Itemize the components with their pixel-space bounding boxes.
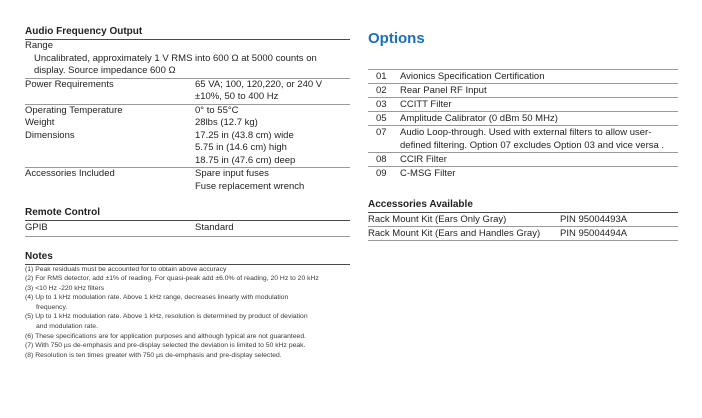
- option-text: CCITT Filter: [400, 99, 452, 110]
- options-heading: Options: [368, 30, 425, 47]
- option-number: 09: [376, 168, 387, 179]
- spec-value: 65 VA; 100, 120,220, or 240 V: [195, 78, 323, 90]
- spec-value: 18.75 in (47.6 cm) deep: [195, 154, 296, 166]
- option-row-07: 07 Audio Loop-through. Used with externa…: [368, 126, 678, 139]
- remote-control-heading: Remote Control: [25, 207, 100, 218]
- option-number: 02: [376, 85, 387, 96]
- note-item: (8) Resolution is ten times greater with…: [25, 351, 282, 359]
- spec-value: 17.25 in (43.8 cm) wide: [195, 129, 294, 141]
- row-rule: [368, 111, 678, 112]
- heading-rule: [368, 212, 678, 213]
- row-rule: [368, 69, 678, 70]
- note-item: (5) Up to 1 kHz modulation rate. Above 1…: [25, 313, 308, 321]
- spec-row-power: Power Requirements 65 VA; 100, 120,220, …: [25, 79, 350, 104]
- note-item: (3) <10 Hz -220 kHz filters: [25, 284, 105, 292]
- spacer: [368, 48, 678, 69]
- option-row-05: 05 Amplitude Calibrator (0 dBm 50 MHz): [368, 112, 678, 125]
- spec-label: Weight: [25, 117, 55, 128]
- spec-row-dimensions: Dimensions 17.25 in (43.8 cm) wide 5.75 …: [25, 130, 350, 168]
- accessory-name: Rack Mount Kit (Ears Only Gray): [368, 214, 507, 225]
- heading-rule: [25, 220, 350, 221]
- spec-label: Power Requirements: [25, 78, 114, 90]
- option-row-08: 08 CCIR Filter: [368, 153, 678, 166]
- specifications-column: Audio Frequency Output Range Uncalibrate…: [25, 26, 350, 360]
- row-rule: [368, 125, 678, 126]
- row-rule: [25, 77, 350, 79]
- spec-value: 28lbs (12.7 kg): [195, 117, 258, 128]
- range-label: Range: [25, 40, 53, 51]
- spec-label: Operating Temperature: [25, 104, 123, 116]
- range-line-1: Uncalibrated, approximately 1 V RMS into…: [34, 52, 317, 64]
- options-column: Options 01 Avionics Specification Certif…: [368, 26, 678, 241]
- option-row-03: 03 CCITT Filter: [368, 98, 678, 111]
- option-number: 05: [376, 113, 387, 124]
- option-text: Amplitude Calibrator (0 dBm 50 MHz): [400, 113, 558, 124]
- row-rule: [368, 83, 678, 84]
- spec-label: GPIB: [25, 222, 48, 233]
- row-rule: [368, 166, 678, 167]
- notes-list: (1) Peak residuals must be accounted for…: [25, 265, 350, 361]
- spec-row-accessories-included: Accessories Included Spare input fuses F…: [25, 168, 350, 193]
- spec-value-block: 65 VA; 100, 120,220, or 240 V ±10%, 50 t…: [195, 79, 350, 104]
- option-text: defined filtering. Option 07 excludes Op…: [400, 140, 665, 151]
- spec-value: ±10%, 50 to 400 Hz: [195, 91, 279, 102]
- audio-frequency-output-heading: Audio Frequency Output: [25, 26, 143, 37]
- note-item: (7) With 750 µs de-emphasis and pre-disp…: [25, 342, 306, 350]
- option-number: 07: [376, 127, 387, 138]
- note-item-continuation: frequency.: [36, 303, 68, 311]
- spec-value-block: 17.25 in (43.8 cm) wide 5.75 in (14.6 cm…: [195, 130, 350, 168]
- accessory-row: Rack Mount Kit (Ears Only Gray) PIN 9500…: [368, 213, 678, 226]
- note-item: (1) Peak residuals must be accounted for…: [25, 265, 227, 273]
- row-rule: [368, 240, 678, 241]
- spec-value: Standard: [195, 222, 234, 233]
- option-row-01: 01 Avionics Specification Certification: [368, 70, 678, 83]
- heading-rule: [25, 39, 350, 40]
- accessory-part-number: PIN 95004494A: [560, 228, 628, 239]
- range-line-2: display. Source impedance 600 Ω: [34, 65, 176, 76]
- option-text: C-MSG Filter: [400, 168, 456, 179]
- spec-value: Fuse replacement wrench: [195, 180, 305, 192]
- note-item: (2) For RMS detector, add ±1% of reading…: [25, 275, 319, 283]
- option-text: CCIR Filter: [400, 154, 447, 165]
- spec-label: Accessories Included: [25, 168, 115, 179]
- row-rule: [25, 167, 350, 168]
- spec-value-block: Spare input fuses Fuse replacement wrenc…: [195, 168, 350, 193]
- accessory-name: Rack Mount Kit (Ears and Handles Gray): [368, 228, 541, 239]
- accessory-part-number: PIN 95004493A: [560, 214, 628, 225]
- option-number: 03: [376, 99, 387, 110]
- row-rule: [25, 235, 350, 237]
- row-rule: [25, 103, 350, 105]
- row-rule: [368, 97, 678, 98]
- accessories-available-heading: Accessories Available: [368, 199, 473, 210]
- row-rule: [368, 152, 678, 153]
- spec-value: 0° to 55°C: [195, 104, 239, 116]
- note-item: (6) These specifications are for applica…: [25, 332, 306, 340]
- option-row-09: 09 C-MSG Filter: [368, 167, 678, 180]
- spec-row-operating-temperature: Operating Temperature 0° to 55°C: [25, 105, 350, 118]
- heading-rule: [25, 263, 350, 265]
- note-item-continuation: and modulation rate.: [36, 323, 98, 331]
- notes-heading: Notes: [25, 250, 53, 262]
- spec-row-weight: Weight 28lbs (12.7 kg): [25, 117, 350, 130]
- option-text: Rear Panel RF Input: [400, 85, 487, 96]
- spec-row-gpib: GPIB Standard: [25, 222, 350, 235]
- option-row-07-continuation: defined filtering. Option 07 excludes Op…: [368, 139, 678, 152]
- row-rule: [368, 226, 678, 227]
- option-row-02: 02 Rear Panel RF Input: [368, 84, 678, 97]
- option-number: 08: [376, 154, 387, 165]
- option-text: Avionics Specification Certification: [400, 71, 545, 82]
- accessory-row: Rack Mount Kit (Ears and Handles Gray) P…: [368, 227, 678, 240]
- option-number: 01: [376, 71, 387, 82]
- spec-value: 5.75 in (14.6 cm) high: [195, 142, 287, 153]
- option-text: Audio Loop-through. Used with external f…: [400, 127, 652, 138]
- spec-value: Spare input fuses: [195, 168, 269, 179]
- note-item: (4) Up to 1 kHz modulation rate. Above 1…: [25, 294, 289, 302]
- spec-label: Dimensions: [25, 129, 75, 141]
- option-number: [368, 139, 400, 152]
